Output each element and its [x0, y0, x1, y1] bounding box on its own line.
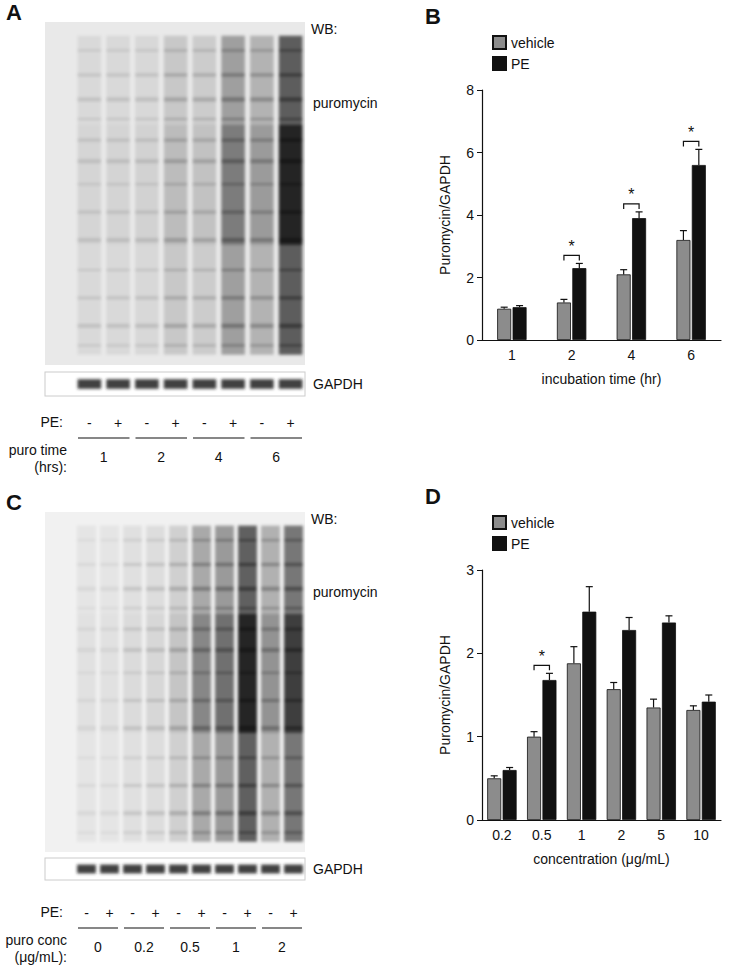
svg-text:0.5: 0.5: [180, 939, 200, 955]
svg-text:8: 8: [466, 82, 474, 98]
svg-text:+: +: [114, 415, 122, 431]
svg-text:+: +: [172, 415, 180, 431]
svg-text:*: *: [688, 124, 694, 141]
svg-text:4: 4: [466, 207, 474, 223]
svg-text:B: B: [425, 4, 441, 29]
svg-text:+: +: [289, 905, 297, 921]
svg-text:1: 1: [466, 729, 474, 745]
svg-text:*: *: [628, 186, 634, 203]
svg-text:2: 2: [157, 449, 165, 465]
svg-text:1: 1: [578, 827, 586, 843]
svg-text:puromycin: puromycin: [313, 95, 378, 111]
svg-text:6: 6: [272, 449, 280, 465]
svg-text:+: +: [197, 905, 205, 921]
svg-text:GAPDH: GAPDH: [313, 861, 363, 877]
svg-text:-: -: [87, 415, 92, 431]
svg-text:*: *: [539, 648, 545, 665]
svg-text:+: +: [105, 905, 113, 921]
svg-text:4: 4: [215, 449, 223, 465]
svg-text:-: -: [130, 905, 135, 921]
svg-text:C: C: [6, 490, 22, 515]
html-text:puro conc (μg/mL):: puro conc (μg/mL):: [5, 932, 67, 965]
svg-text:0.2: 0.2: [134, 939, 154, 955]
svg-text:GAPDH: GAPDH: [313, 376, 363, 392]
svg-text:3: 3: [466, 562, 474, 578]
svg-text:Puromycin/GAPDH: Puromycin/GAPDH: [437, 635, 453, 755]
svg-text:-: -: [84, 905, 89, 921]
svg-text:PE: PE: [511, 536, 530, 552]
svg-text:0.5: 0.5: [532, 827, 552, 843]
svg-text:1: 1: [100, 449, 108, 465]
svg-text:+: +: [243, 905, 251, 921]
svg-text:-: -: [260, 415, 265, 431]
svg-text:vehicle: vehicle: [511, 35, 555, 51]
svg-text:+: +: [287, 415, 295, 431]
svg-text:0: 0: [94, 939, 102, 955]
svg-text:puromycin: puromycin: [313, 584, 378, 600]
svg-text:0: 0: [466, 812, 474, 828]
svg-text:1: 1: [508, 347, 516, 363]
svg-text:WB:: WB:: [311, 21, 337, 37]
svg-text:2: 2: [618, 827, 626, 843]
svg-text:6: 6: [687, 347, 695, 363]
svg-text:-: -: [145, 415, 150, 431]
svg-text:+: +: [229, 415, 237, 431]
svg-text:2: 2: [466, 645, 474, 661]
svg-text:2: 2: [278, 939, 286, 955]
svg-text:*: *: [569, 238, 575, 255]
svg-text:incubation time (hr): incubation time (hr): [542, 371, 662, 387]
svg-text:-: -: [176, 905, 181, 921]
svg-text:A: A: [6, 0, 22, 25]
html-text:puro time (hrs):: puro time (hrs):: [8, 442, 67, 475]
svg-text:-: -: [202, 415, 207, 431]
html-text:PE:: PE:: [40, 414, 63, 430]
svg-text:5: 5: [657, 827, 665, 843]
svg-text:WB:: WB:: [311, 511, 337, 527]
svg-text:10: 10: [693, 827, 709, 843]
svg-text:D: D: [425, 484, 441, 509]
svg-text:PE: PE: [511, 56, 530, 72]
svg-text:1: 1: [232, 939, 240, 955]
svg-text:-: -: [268, 905, 273, 921]
svg-text:-: -: [222, 905, 227, 921]
svg-text:6: 6: [466, 145, 474, 161]
svg-text:vehicle: vehicle: [511, 515, 555, 531]
html-text:PE:: PE:: [40, 904, 63, 920]
svg-text:2: 2: [568, 347, 576, 363]
svg-text:0: 0: [466, 332, 474, 348]
svg-text:+: +: [151, 905, 159, 921]
svg-text:concentration (μg/mL): concentration (μg/mL): [533, 851, 669, 867]
svg-text:4: 4: [627, 347, 635, 363]
svg-text:2: 2: [466, 270, 474, 286]
svg-text:0.2: 0.2: [492, 827, 512, 843]
svg-text:Puromycin/GAPDH: Puromycin/GAPDH: [437, 155, 453, 275]
